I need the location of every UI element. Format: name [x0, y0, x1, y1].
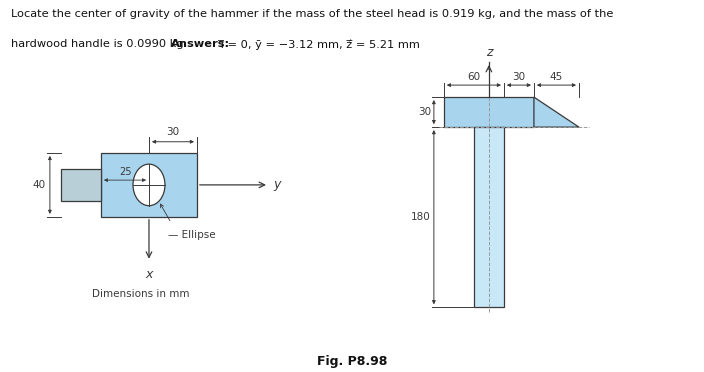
Text: — Ellipse: — Ellipse — [168, 230, 216, 240]
Text: 40: 40 — [32, 180, 45, 190]
Text: 30: 30 — [513, 72, 525, 82]
Polygon shape — [534, 97, 579, 127]
Text: hardwood handle is 0.0990 kg.: hardwood handle is 0.0990 kg. — [11, 39, 191, 49]
Text: Dimensions in mm: Dimensions in mm — [92, 289, 190, 299]
Text: y: y — [274, 179, 281, 192]
Text: 60: 60 — [467, 72, 480, 82]
Bar — [474, 127, 504, 307]
Bar — [101, 153, 197, 217]
Text: z: z — [486, 46, 492, 59]
Text: 30: 30 — [417, 107, 431, 117]
Text: 30: 30 — [166, 127, 180, 137]
Text: Answers:: Answers: — [171, 39, 230, 49]
Bar — [61, 169, 101, 201]
Text: 45: 45 — [549, 72, 562, 82]
Bar — [444, 97, 534, 127]
Text: Locate the center of gravity of the hammer if the mass of the steel head is 0.91: Locate the center of gravity of the hamm… — [11, 9, 613, 19]
Text: Fig. P8.98: Fig. P8.98 — [317, 355, 387, 368]
Text: x: x — [145, 268, 153, 281]
Ellipse shape — [133, 164, 165, 206]
Text: 180: 180 — [411, 212, 431, 222]
Text: 25: 25 — [119, 167, 131, 177]
Text: ī̅ = 0, ȳ = −3.12 mm, ź̅ = 5.21 mm: ī̅ = 0, ȳ = −3.12 mm, ź̅ = 5.21 mm — [217, 39, 420, 49]
